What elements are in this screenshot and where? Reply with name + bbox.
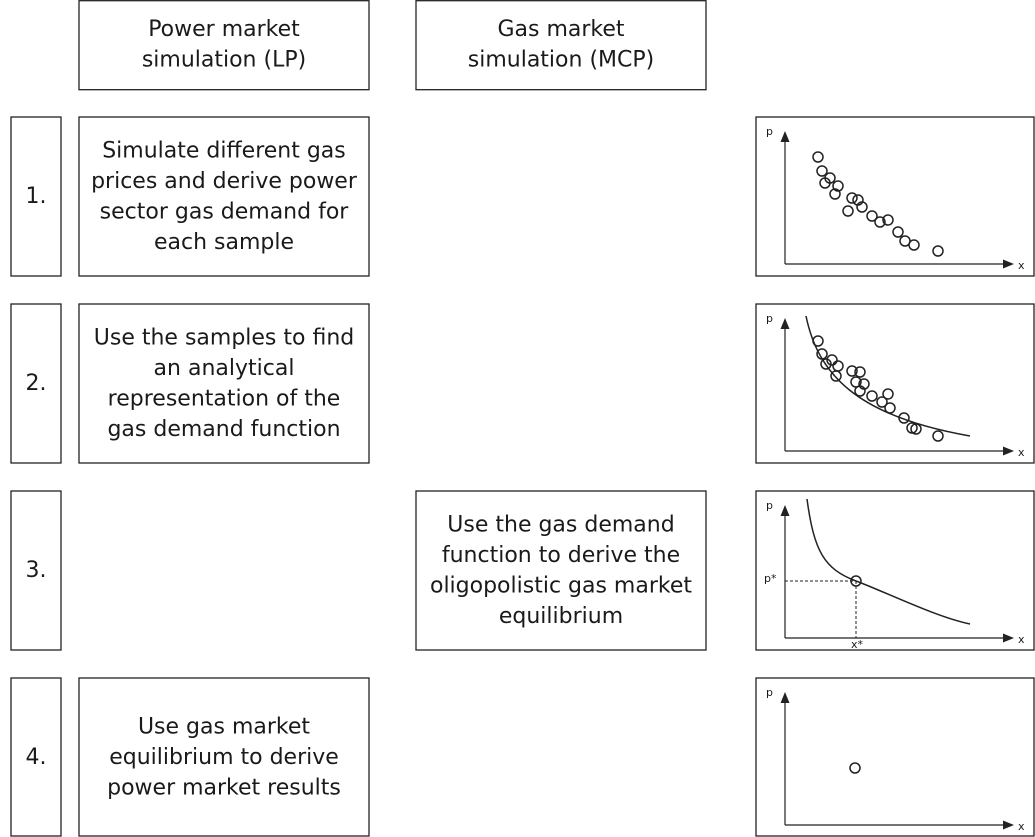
mini-plot: px [755, 677, 1035, 837]
x-arrow [1003, 259, 1014, 269]
step-number-box [10, 490, 62, 651]
box-text: Power market [148, 17, 300, 42]
sample-point [832, 180, 844, 192]
step-number: 2. [26, 371, 47, 396]
step-box [78, 116, 370, 277]
sample-point [854, 385, 866, 397]
box-text: each sample [154, 230, 294, 255]
sample-point [910, 423, 922, 435]
sample-point [932, 245, 944, 257]
sample-point [842, 205, 854, 217]
x-axis-label: x [1018, 633, 1025, 646]
sample-point [812, 335, 824, 347]
box-text: representation of the [108, 386, 341, 411]
sample-point [882, 214, 894, 226]
box-text: simulation (MCP) [468, 47, 654, 72]
sample-point [884, 402, 896, 414]
step-box [415, 490, 707, 651]
box-text: function to derive the [442, 543, 680, 568]
header-box [415, 0, 707, 91]
step-number-box [10, 116, 62, 277]
sample-point [846, 365, 858, 377]
step-number: 3. [26, 558, 47, 583]
y-axis-label: p [766, 686, 773, 699]
sample-point [819, 177, 831, 189]
sample-point [849, 762, 861, 774]
sample-point [908, 239, 920, 251]
plot-box [755, 490, 1035, 651]
mini-plot: px [755, 303, 1035, 464]
x-arrow [1003, 633, 1014, 643]
plot-box [755, 116, 1035, 277]
sample-point [898, 412, 910, 424]
box-text: Gas market [497, 17, 624, 42]
step-number-box [10, 677, 62, 837]
sample-point [850, 575, 862, 587]
step-number: 1. [26, 184, 47, 209]
sample-point [856, 201, 868, 213]
sample-point [829, 188, 841, 200]
sample-point [854, 366, 866, 378]
header-box [78, 0, 370, 91]
sample-point [846, 192, 858, 204]
sample-point [816, 165, 828, 177]
y-arrow [780, 131, 790, 142]
y-arrow [780, 692, 790, 703]
sample-point [874, 216, 886, 228]
sample-point [866, 390, 878, 402]
y-arrow [780, 318, 790, 329]
x-axis-label: x [1018, 820, 1025, 833]
y-axis-label: p [766, 312, 773, 325]
p-star-label: p* [764, 572, 777, 585]
x-star-label: x* [851, 638, 864, 651]
sample-point [882, 388, 894, 400]
box-text: Simulate different gas [102, 138, 346, 163]
y-arrow [780, 505, 790, 516]
box-text: sector gas demand for [100, 199, 350, 224]
sample-point [820, 358, 832, 370]
sample-point [892, 226, 904, 238]
box-text: an analytical [154, 356, 295, 381]
step-box [78, 677, 370, 837]
box-text: prices and derive power [91, 169, 358, 194]
box-text: Use gas market [138, 715, 310, 740]
sample-point [876, 396, 888, 408]
x-arrow [1003, 446, 1014, 456]
sample-point [826, 354, 838, 366]
step-box [78, 303, 370, 464]
box-text: oligopolistic gas market [430, 573, 692, 598]
box-text: Use the samples to find [94, 325, 354, 350]
mini-plot: px [755, 116, 1035, 277]
y-axis-label: p [766, 125, 773, 138]
box-text: equilibrium to derive [109, 745, 339, 770]
x-axis-label: x [1018, 446, 1025, 459]
sample-point [816, 348, 828, 360]
y-axis-label: p [766, 499, 773, 512]
x-arrow [1003, 820, 1014, 830]
sample-point [866, 210, 878, 222]
plot-box [755, 677, 1035, 837]
box-text: Use the gas demand [447, 512, 674, 537]
box-text: simulation (LP) [142, 47, 306, 72]
x-axis-label: x [1018, 259, 1025, 272]
sample-point [830, 370, 842, 382]
step-number: 4. [26, 745, 47, 770]
box-text: equilibrium [499, 604, 623, 629]
demand-curve [805, 315, 971, 437]
box-text: power market results [107, 776, 341, 801]
mini-plot: p x p* x* [755, 490, 1035, 651]
plot-box [755, 303, 1035, 464]
sample-point [812, 151, 824, 163]
step-number-box [10, 303, 62, 464]
box-text: gas demand function [107, 417, 340, 442]
sample-point [932, 430, 944, 442]
